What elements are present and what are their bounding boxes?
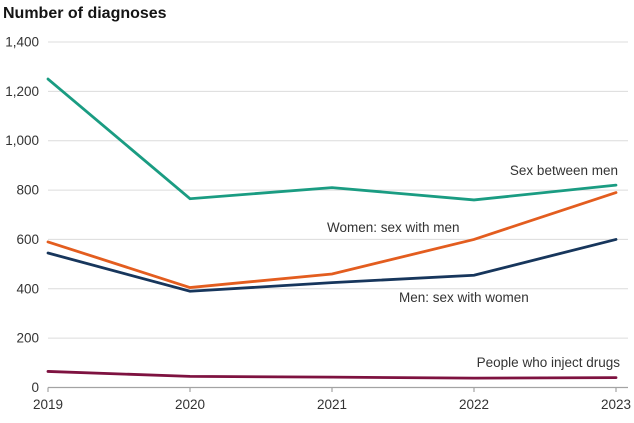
chart-title: Number of diagnoses [3, 5, 167, 22]
y-tick-label: 600 [16, 232, 39, 247]
series-label-women-sex-with-men: Women: sex with men [327, 220, 460, 235]
y-tick-label: 1,000 [5, 133, 39, 148]
series-label-men-sex-with-women: Men: sex with women [399, 290, 529, 305]
series-line-women-sex-with-men [46, 191, 618, 289]
x-tick-label: 2021 [317, 397, 347, 412]
x-tick-label: 2022 [459, 397, 489, 412]
series-line-people-who-inject-drugs [46, 370, 618, 380]
y-tick-label: 0 [31, 380, 39, 395]
y-tick-label: 400 [16, 281, 39, 296]
series-label-people-who-inject-drugs: People who inject drugs [477, 355, 621, 370]
y-tick-label: 800 [16, 183, 39, 198]
y-tick-label: 1,200 [5, 84, 39, 99]
y-tick-label: 200 [16, 331, 39, 346]
y-tick-label: 1,400 [5, 35, 39, 50]
series-line-sex-between-men [46, 77, 618, 202]
x-tick-label: 2023 [601, 397, 631, 412]
series-line-men-sex-with-women [46, 238, 618, 293]
series-label-sex-between-men: Sex between men [510, 163, 618, 178]
x-tick-label: 2020 [175, 397, 205, 412]
x-tick-label: 2019 [33, 397, 63, 412]
